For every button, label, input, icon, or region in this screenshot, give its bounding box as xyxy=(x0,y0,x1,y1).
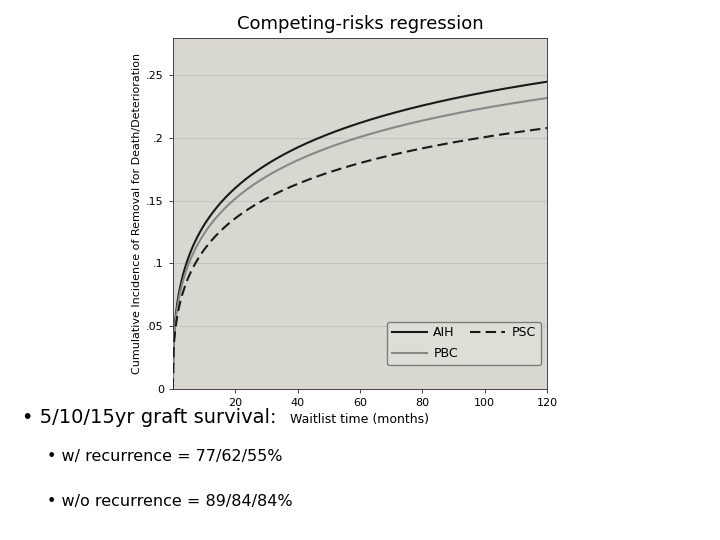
Text: • w/ recurrence = 77/62/55%: • w/ recurrence = 77/62/55% xyxy=(47,449,282,464)
Text: • w/o recurrence = 89/84/84%: • w/o recurrence = 89/84/84% xyxy=(47,494,292,509)
Legend: AIH, PBC, PSC: AIH, PBC, PSC xyxy=(387,321,541,365)
Y-axis label: Cumulative Incidence of Removal for Death/Deterioration: Cumulative Incidence of Removal for Deat… xyxy=(132,53,142,374)
X-axis label: Waitlist time (months): Waitlist time (months) xyxy=(290,414,430,427)
Text: • 5/10/15yr graft survival:: • 5/10/15yr graft survival: xyxy=(22,408,276,427)
Title: Competing-risks regression: Competing-risks regression xyxy=(237,16,483,33)
